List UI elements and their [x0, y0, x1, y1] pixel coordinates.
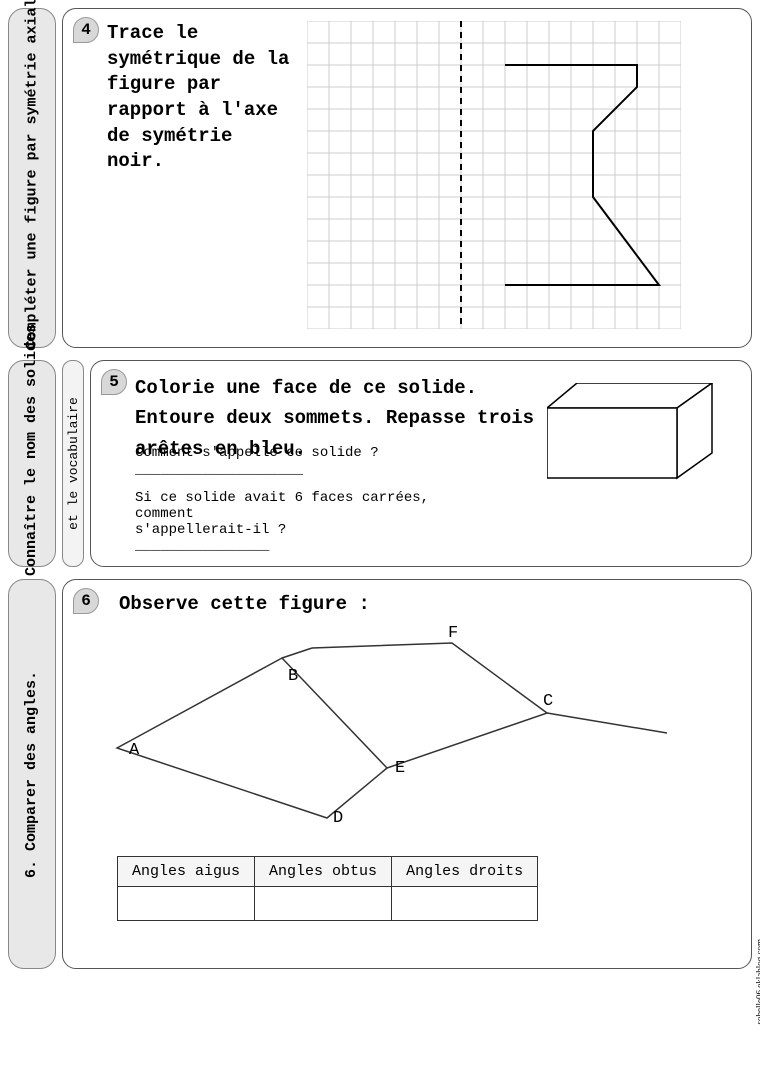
angles-header: Angles aigus — [118, 856, 255, 886]
svg-text:E: E — [395, 759, 405, 778]
ex5-blank1: ____________________ — [135, 462, 537, 478]
ex4-side-tab: 4. Compléter une figure par symétrie axi… — [8, 8, 56, 348]
ex6-instruction: Observe cette figure : — [77, 592, 737, 618]
ex5-card: 5 Colorie une face de ce solide. Entoure… — [90, 360, 752, 567]
exercise-5-row: 5. Connaître le nom des solides et le vo… — [8, 360, 752, 567]
angles-cell — [392, 886, 538, 920]
angles-cell — [255, 886, 392, 920]
ex6-card: 6 Observe cette figure : A B C D E F Angles a… — [62, 579, 752, 969]
svg-text:B: B — [288, 667, 298, 686]
ex6-polygon-svg: A B C D E F — [77, 618, 697, 843]
ex5-q2b: comment — [135, 506, 537, 522]
svg-text:A: A — [129, 741, 140, 760]
ex5-sub-tab: et le vocabulaire — [62, 360, 84, 567]
angles-header: Angles droits — [392, 856, 538, 886]
svg-text:D: D — [333, 809, 343, 828]
ex5-q2a: Si ce solide avait 6 faces carrées, — [135, 490, 537, 506]
angles-header: Angles obtus — [255, 856, 392, 886]
ex5-solid-svg — [547, 383, 737, 493]
ex6-badge: 6 — [73, 588, 99, 614]
ex5-q2c: s'appellerait-il ? — [135, 522, 537, 538]
ex4-badge: 4 — [73, 17, 99, 43]
ex6-side-tab: 6. Comparer des angles. — [8, 579, 56, 969]
ex4-side-label: 4. Compléter une figure par symétrie axi… — [24, 0, 41, 376]
angles-table: Angles aigusAngles obtusAngles droits — [117, 856, 538, 921]
ex6-side-label: 6. Comparer des angles. — [24, 671, 41, 878]
exercise-6-row: 6. Comparer des angles. 6 Observe cette … — [8, 579, 752, 969]
ex4-grid-svg — [307, 21, 681, 329]
ex5-q1: Comment s'appelle ce solide ? — [135, 445, 379, 461]
exercise-4-row: 4. Compléter une figure par symétrie axi… — [8, 8, 752, 348]
svg-text:C: C — [543, 692, 553, 711]
ex5-side-label: 5. Connaître le nom des solides — [24, 324, 41, 603]
ex5-side-tab: 5. Connaître le nom des solides — [8, 360, 56, 567]
ex4-card: 4 Trace le symétrique de la figure par r… — [62, 8, 752, 348]
svg-text:F: F — [448, 624, 458, 643]
ex5-blank2: ________________ — [135, 538, 537, 554]
ex5-sub-label: et le vocabulaire — [66, 397, 81, 530]
credit-text: sobelle06.eklablog.com — [754, 939, 760, 1024]
ex4-instruction: Trace le symétrique de la figure par rap… — [77, 21, 297, 329]
angles-cell — [118, 886, 255, 920]
